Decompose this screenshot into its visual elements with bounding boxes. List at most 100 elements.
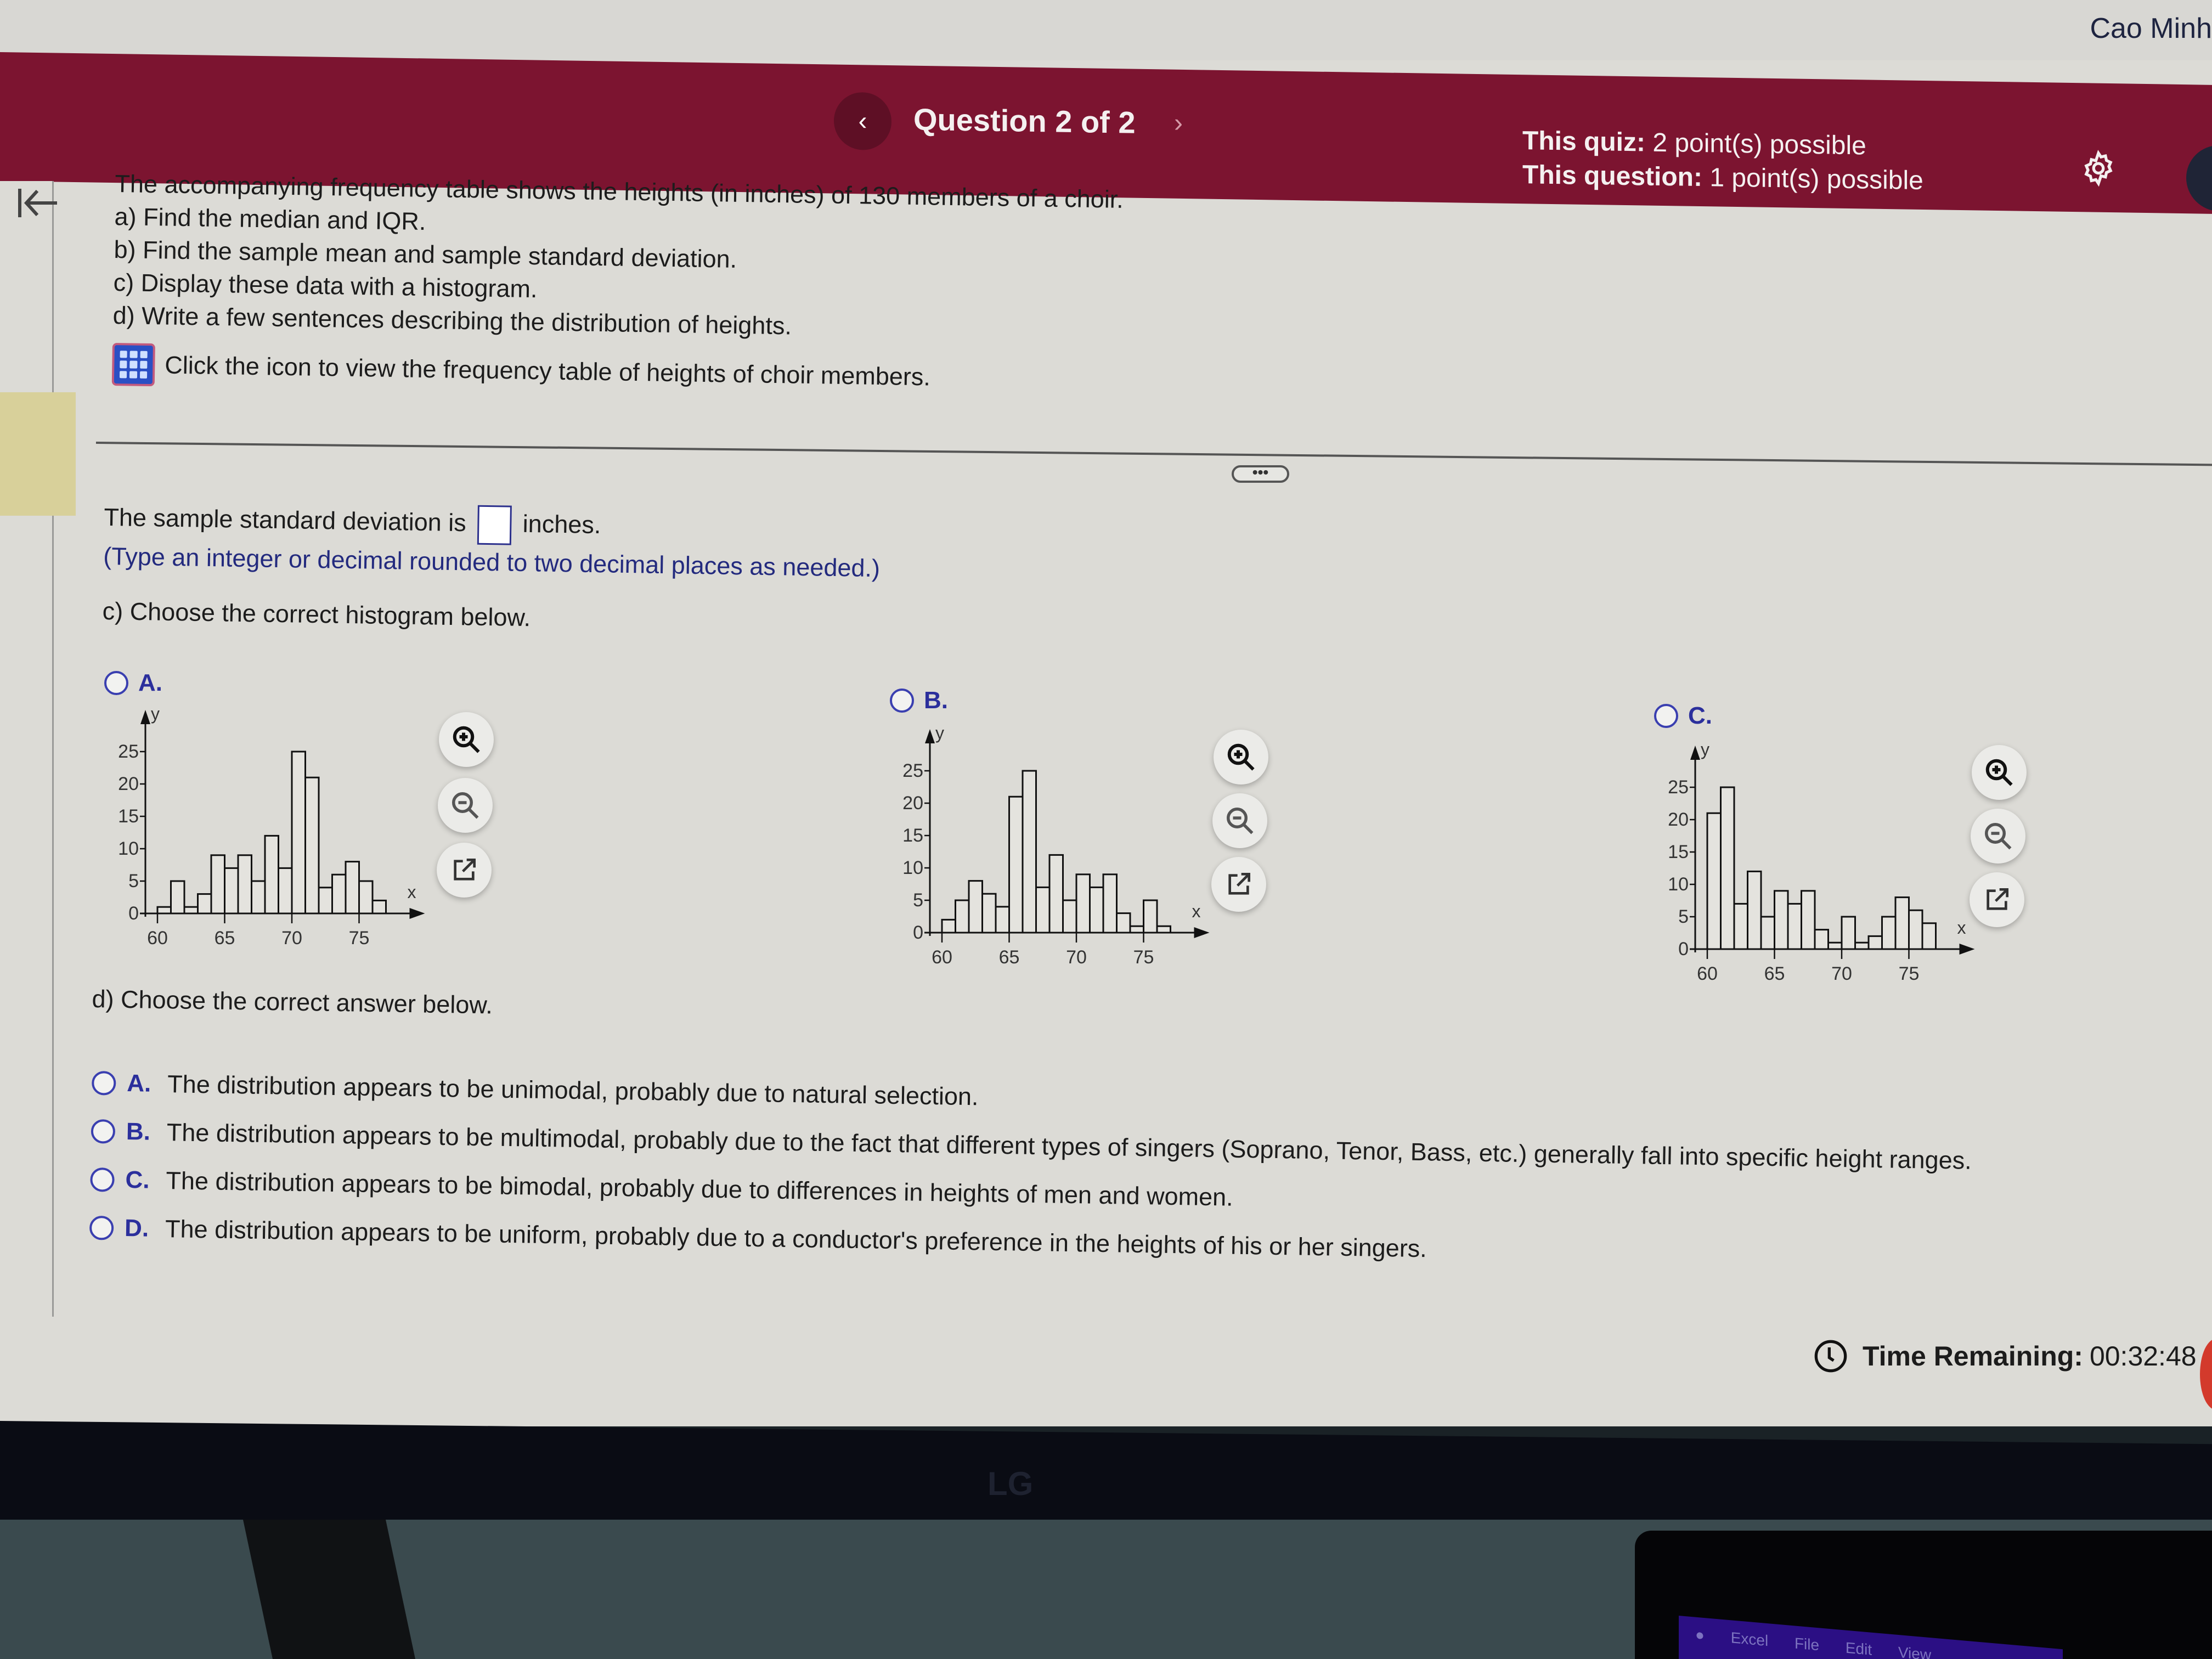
svg-text:15: 15 (1668, 842, 1689, 862)
zoom-in-button-a[interactable] (439, 712, 494, 767)
std-dev-input[interactable] (477, 505, 512, 545)
answer-a-letter: A. (126, 1070, 151, 1097)
svg-text:15: 15 (902, 825, 923, 846)
zoom-out-icon (1985, 823, 2012, 850)
section-divider (95, 442, 2212, 466)
zoom-in-button-c[interactable] (1972, 745, 2027, 800)
gear-icon[interactable] (2079, 149, 2118, 188)
svg-text:0: 0 (1678, 939, 1689, 960)
svg-text:x: x (1192, 901, 1201, 921)
monitor-logo: LG (988, 1465, 1034, 1502)
answer-c-text: The distribution appears to be bimodal, … (166, 1166, 1234, 1211)
option-b-label: B. (924, 687, 948, 714)
answer-d-letter: D. (124, 1214, 149, 1242)
histogram-chart-b: y x 0 5 10 15 20 25 60 65 70 75 (902, 727, 1210, 968)
std-dev-suffix: inches. (522, 509, 601, 539)
monitor-stand (243, 1520, 415, 1659)
svg-text:20: 20 (118, 774, 139, 794)
svg-text:60: 60 (1697, 963, 1718, 984)
histogram-option-b[interactable]: B. (890, 687, 948, 714)
zoom-out-icon (1227, 808, 1254, 834)
table-icon[interactable] (111, 342, 155, 387)
svg-text:5: 5 (913, 890, 923, 911)
zoom-in-icon (1227, 743, 1255, 771)
svg-text:70: 70 (281, 928, 302, 949)
table-link-text: Click the icon to view the frequency tab… (164, 351, 931, 391)
frequency-table-link[interactable]: Click the icon to view the frequency tab… (111, 342, 1121, 402)
svg-text:10: 10 (118, 838, 139, 859)
quiz-screen: Cao Minh ‹ Question 2 of 2 › This quiz: … (0, 0, 2212, 1426)
part-d-options: A. The distribution appears to be unimod… (89, 1059, 1972, 1282)
open-external-button-b[interactable] (1211, 857, 1266, 912)
svg-text:x: x (408, 882, 416, 902)
radio-answer-d[interactable] (89, 1215, 114, 1240)
zoom-out-button-b[interactable] (1212, 793, 1267, 848)
svg-text:x: x (1957, 918, 1966, 938)
answer-b-letter: B. (126, 1118, 151, 1146)
svg-text:y: y (1701, 743, 1709, 759)
open-external-icon (1987, 888, 2008, 910)
answer-a-text: The distribution appears to be unimodal,… (167, 1070, 979, 1111)
laptop-menu-file: File (1794, 1634, 1820, 1654)
histogram-chart-c: y x 0 5 10 15 20 25 60 65 70 75 (1668, 743, 1975, 984)
svg-text:0: 0 (913, 922, 923, 943)
radio-option-c[interactable] (1654, 704, 1678, 728)
zoom-in-icon (453, 726, 480, 753)
svg-text:5: 5 (128, 871, 139, 891)
radio-option-b[interactable] (890, 689, 914, 713)
open-external-button-c[interactable] (1970, 872, 2024, 927)
radio-answer-a[interactable] (91, 1070, 116, 1096)
svg-text:60: 60 (932, 947, 952, 968)
answer-d-text: The distribution appears to be uniform, … (165, 1215, 1427, 1263)
svg-text:0: 0 (128, 903, 139, 924)
zoom-out-button-a[interactable] (438, 778, 493, 833)
svg-text:75: 75 (1899, 963, 1920, 984)
open-external-icon (454, 859, 476, 881)
zoom-in-button-b[interactable] (1214, 730, 1268, 785)
collapse-left-icon[interactable] (15, 187, 59, 219)
svg-text:25: 25 (118, 741, 139, 762)
clock-icon (1814, 1340, 1847, 1373)
std-dev-prefix: The sample standard deviation is (104, 503, 467, 537)
svg-text:y: y (935, 727, 944, 743)
laptop-menu-view: View (1898, 1643, 1932, 1659)
timer-value: 00:32:48 (2089, 1341, 2197, 1372)
svg-text:15: 15 (118, 806, 139, 827)
svg-text:65: 65 (1764, 963, 1785, 984)
zoom-in-icon (1985, 759, 2013, 786)
svg-text:70: 70 (1066, 947, 1087, 968)
svg-text:25: 25 (1668, 777, 1689, 798)
part-b-answer: The sample standard deviation is inches.… (102, 499, 881, 641)
svg-text:25: 25 (902, 760, 923, 781)
expand-button[interactable]: ••• (1232, 465, 1289, 483)
time-remaining: Time Remaining: 00:32:48 (1813, 1339, 2197, 1374)
histogram-chart-a: y x 0 5 10 15 20 25 60 65 70 75 (118, 708, 425, 949)
apple-icon: ● (1695, 1626, 1705, 1644)
svg-text:20: 20 (1668, 809, 1689, 830)
svg-text:70: 70 (1831, 963, 1852, 984)
help-button[interactable] (2200, 1339, 2212, 1410)
histogram-option-a[interactable]: A. (104, 669, 162, 697)
question-text: The accompanying frequency table shows t… (111, 167, 1124, 402)
answer-c-letter: C. (125, 1166, 150, 1194)
user-name: Cao Minh (2090, 13, 2212, 44)
svg-text:10: 10 (1668, 874, 1689, 895)
top-strip: Cao Minh (0, 0, 2212, 60)
radio-answer-b[interactable] (91, 1119, 116, 1144)
svg-text:75: 75 (349, 928, 370, 949)
laptop-menu-excel: Excel (1730, 1629, 1769, 1650)
radio-answer-c[interactable] (90, 1167, 115, 1192)
svg-text:5: 5 (1678, 906, 1689, 927)
sidebar (0, 181, 54, 1317)
part-c-prompt: c) Choose the correct histogram below. (102, 596, 531, 632)
svg-text:75: 75 (1133, 947, 1154, 968)
zoom-out-button-c[interactable] (1971, 809, 2025, 864)
svg-text:10: 10 (902, 857, 923, 878)
svg-text:65: 65 (999, 947, 1020, 968)
part-d-prompt: d) Choose the correct answer below. (92, 985, 493, 1019)
open-external-button-a[interactable] (437, 843, 492, 898)
svg-text:60: 60 (147, 928, 168, 949)
radio-option-a[interactable] (104, 671, 128, 695)
histogram-option-c[interactable]: C. (1654, 702, 1712, 730)
open-external-icon (1228, 873, 1250, 895)
